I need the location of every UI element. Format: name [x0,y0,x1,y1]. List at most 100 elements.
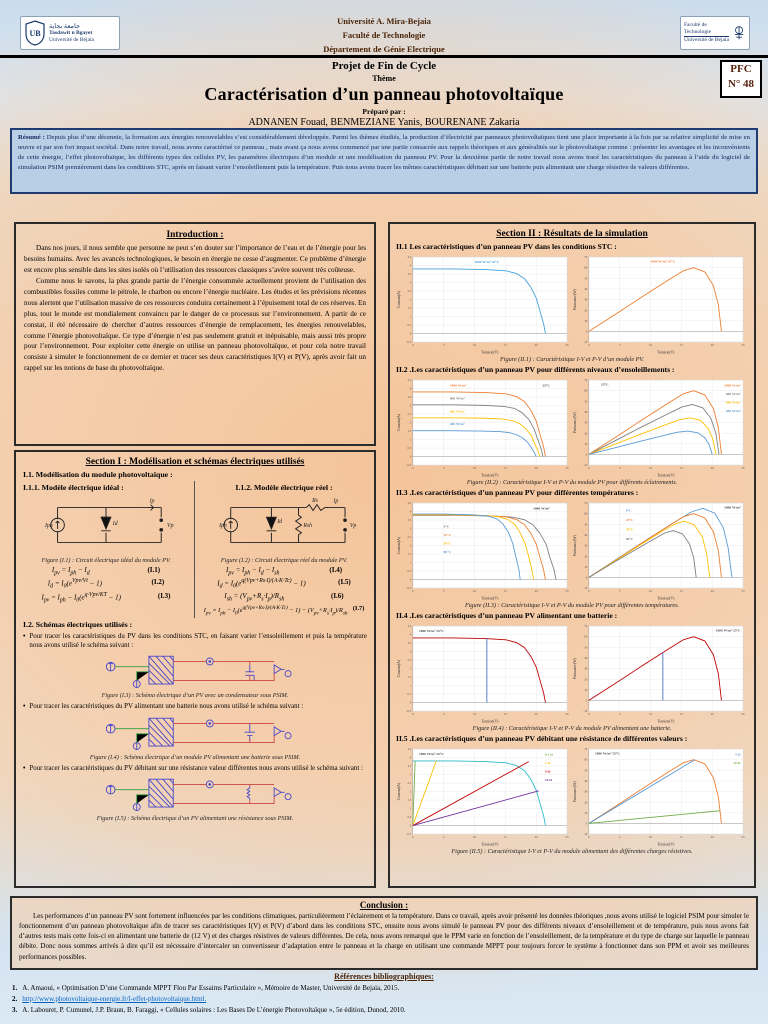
authors: ADNANEN Fouad, BENMEZIANE Yanis, BOURENA… [248,117,520,128]
svg-text:5 Ω: 5 Ω [735,752,741,756]
header-institution: Université A. Mira-Bejaia Faculté de Tec… [0,14,768,56]
chart-pv-temperature: -10 0 10 20 30 40 50 60 70 0 5 10 15 20 25 1000 W/m² 0°C… [572,498,748,601]
svg-text:1: 1 [410,561,412,565]
bullet-marker: • [23,703,26,711]
svg-text:15: 15 [680,712,684,716]
svg-text:25: 25 [742,712,746,716]
svg-text:40: 40 [584,656,588,660]
svg-text:20: 20 [711,343,715,347]
svg-text:70: 70 [584,501,588,505]
svg-text:Puissance(W): Puissance(W) [573,411,577,433]
svg-text:Tension(V): Tension(V) [657,719,675,723]
chart-pv-resistive-loads: -10 0 10 20 30 40 50 60 70 0 5 10 15 20 25 1000 W/m² 25… [572,744,748,847]
svg-text:0: 0 [410,455,412,459]
svg-text:3.5: 3.5 [408,641,412,645]
svg-text:25: 25 [742,835,746,839]
chart-iv-stc: -0.5 0 0.5 1 1.5 2 2.5 3 3.5 4 4.5 0 5 10 15 20 25 1000 W… [396,252,572,355]
svg-text:1000 W/m² 25°C: 1000 W/m² 25°C [650,259,675,263]
svg-text:4: 4 [410,756,412,760]
svg-text:30: 30 [584,790,588,794]
section2-box: Section II : Résultats de la simulation … [388,222,756,888]
svg-text:Id: Id [112,521,118,527]
svg-text:0.5: 0.5 [408,815,412,819]
svg-text:70: 70 [584,255,588,259]
svg-text:25: 25 [566,466,570,470]
svg-text:UB: UB [29,29,41,38]
svg-text:25°C: 25°C [542,383,550,387]
section2-heading-2: II.2 .Les caractéristiques d’un panneau … [396,365,675,374]
svg-text:0: 0 [412,589,414,593]
svg-text:3: 3 [410,773,412,777]
pfc-number: N° 48 [727,78,755,90]
svg-text:3: 3 [410,404,412,408]
svg-text:15: 15 [680,589,684,593]
svg-text:1.5: 1.5 [408,798,412,802]
svg-text:-0.5: -0.5 [406,463,411,467]
poster-title: Caractérisation d’un panneau photovoltaï… [204,84,564,104]
svg-text:600 W/m²: 600 W/m² [726,400,741,404]
svg-text:4.5: 4.5 [408,624,412,628]
faculty-name: Faculté de Technologie [342,30,426,40]
real-model-column: I.1.2. Modèle électrique réel : Iph Id Rsh… [201,481,367,618]
svg-text:400 W/m²: 400 W/m² [726,409,741,413]
introduction-paragraph-2: Comme nous le savons, la plus grande par… [24,276,366,373]
svg-text:0.5: 0.5 [408,323,412,327]
svg-text:Courant(A): Courant(A) [397,782,401,800]
equation-I4-number: (I.4) [329,566,343,574]
section2-heading-5: II.5 .Les caractéristiques d’un panneau … [396,734,688,743]
reference-link[interactable]: http://www.photovoltaique-energie.fr/l-e… [22,994,207,1003]
svg-text:Vp: Vp [350,523,357,529]
svg-text:1000 W/m² 25°C: 1000 W/m² 25°C [595,751,620,755]
svg-text:25°C: 25°C [444,533,452,537]
svg-text:4.5: 4.5 [408,501,412,505]
section1-box: Section I : Modélisation et schémas élec… [14,450,376,888]
svg-text:50°C: 50°C [444,542,452,546]
svg-text:Vp: Vp [167,523,174,529]
equation-I2: Id = I0(eVpv/Vt − 1) [47,578,102,591]
svg-text:2.5: 2.5 [408,412,412,416]
abstract-box: Résumé : Depuis plus d’une décennie, la … [10,128,758,194]
svg-text:0: 0 [586,330,588,334]
svg-text:40: 40 [584,779,588,783]
svg-text:60: 60 [584,266,588,270]
svg-text:3: 3 [410,527,412,531]
psim-schematic-resistor [105,778,292,812]
svg-text:0.1 Ω: 0.1 Ω [545,752,553,756]
svg-text:Puissance(W): Puissance(W) [573,657,577,679]
reference-number: 3. [12,1005,18,1014]
svg-text:1.5: 1.5 [408,675,412,679]
svg-text:Courant(A): Courant(A) [397,413,401,431]
svg-text:5: 5 [619,466,621,470]
svg-text:25°C: 25°C [626,518,634,522]
section1-sub-11: I.1. Modélisation du module photovoltaïq… [23,470,173,479]
svg-text:Tension(V): Tension(V) [481,719,499,723]
logo-right-line3: Université de Béjaïa [684,36,729,43]
equation-I7-number: (I.7) [352,604,365,612]
svg-text:50: 50 [584,522,588,526]
svg-text:Iph: Iph [218,523,227,529]
svg-text:5: 5 [443,712,445,716]
equation-I6: Ish = (Vpv+Rs·Ip)/Rsh [224,592,285,603]
figure-II2-caption: Figure (II.2) : Caractéristique I-V et P… [466,479,678,486]
equation-I1-number: (I.1) [147,566,161,574]
svg-text:Tension(V): Tension(V) [481,842,499,846]
svg-text:25: 25 [566,589,570,593]
svg-text:10: 10 [649,343,653,347]
svg-text:Iph: Iph [44,523,53,529]
svg-text:5: 5 [619,589,621,593]
figure-I1-caption: Figure (I.1) : Circuit électrique idéal … [41,557,171,564]
equation-I4: Ipv = Iph − Id − Ish [225,566,280,577]
svg-text:-10: -10 [583,586,588,590]
svg-text:2: 2 [410,544,412,548]
equation-I5: Id = I0(eq(Vpv+Rs·I)/(A·K·Tc) − 1) [217,578,306,591]
logo-right-line1: Faculté de [684,22,707,28]
svg-text:60: 60 [584,758,588,762]
svg-text:20: 20 [711,466,715,470]
svg-text:20: 20 [584,308,588,312]
svg-text:0.5: 0.5 [408,569,412,573]
svg-text:1: 1 [410,438,412,442]
svg-text:50°C: 50°C [626,528,634,532]
svg-text:15: 15 [504,835,508,839]
department-name: Département de Génie Electrique [323,44,445,54]
svg-text:1000 W/m²: 1000 W/m² [533,506,549,510]
